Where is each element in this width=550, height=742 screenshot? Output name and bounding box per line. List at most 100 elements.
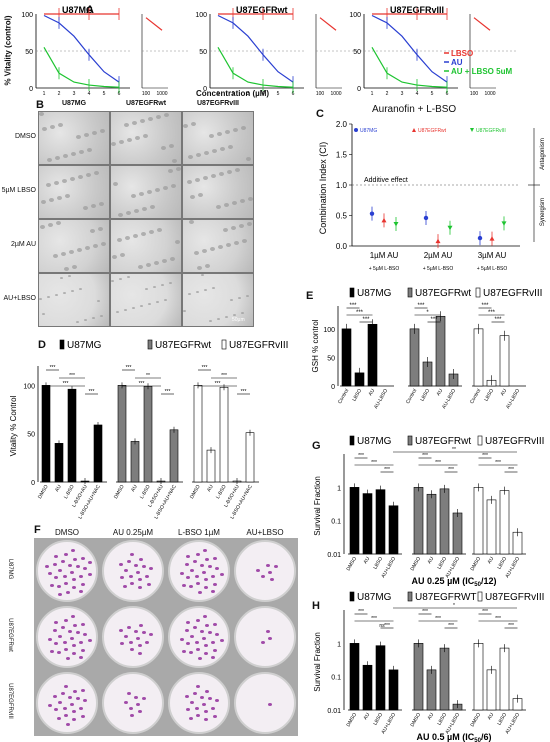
panel-d-sig-2-2: *** [215, 381, 221, 387]
panel-a-ytick-0-2: 0 [29, 86, 33, 93]
colony [64, 685, 69, 689]
panel-c-point-1-0 [381, 217, 387, 223]
colony [207, 631, 212, 635]
cell-blob [157, 228, 162, 232]
panel-h-sig-0-1: *** [371, 616, 377, 622]
panel-g-legend-1: U87EGFRwt [415, 436, 471, 447]
panel-a-xtickr-0-1: 1000 [156, 91, 167, 97]
cell-blob [188, 155, 193, 159]
panel-f-label: F [34, 524, 41, 536]
colony [205, 689, 210, 693]
panel-f-plate-1-1 [102, 606, 164, 668]
panel-a-xtickr-1-0: 100 [316, 91, 325, 97]
cell-blob [220, 147, 225, 151]
colony [57, 569, 62, 573]
panel-g-label: G [312, 440, 321, 452]
panel-d-xtick-1-0: DMSO [113, 484, 126, 500]
panel-a-xtick-1-4: 5 [277, 91, 280, 97]
colony [180, 572, 185, 576]
colony [139, 557, 144, 561]
panel-c-synergism: Synergism [540, 198, 546, 226]
colony [128, 640, 133, 644]
panel-g-bar-1-3 [452, 512, 463, 555]
panel-a-ytick-1-2: 0 [203, 86, 207, 93]
panel-d-sig-1-1: ** [146, 373, 150, 379]
panel-h-bar-2-2 [499, 647, 510, 711]
colony [80, 623, 85, 626]
colony [212, 623, 217, 626]
cell-blob [57, 196, 62, 200]
colony [49, 583, 54, 587]
panel-e-xtick-2-1: LBSO [483, 388, 495, 403]
colony [123, 701, 128, 705]
panel-e-bar-1-0 [409, 328, 420, 387]
cell-blob [42, 127, 47, 131]
colony [123, 585, 128, 589]
colony [48, 572, 53, 576]
panel-a-xtickr-2-0: 100 [470, 91, 479, 97]
colony [199, 629, 204, 633]
cell-blob [79, 150, 84, 154]
colony [57, 717, 62, 721]
cell-blob [248, 197, 253, 201]
cell-blob [42, 313, 45, 315]
cell-blob [142, 207, 147, 211]
panel-f-plate-1-2 [168, 606, 230, 668]
colony [186, 642, 191, 646]
cell-blob [149, 230, 154, 234]
panel-g-ytick-1: 0.1 [331, 519, 341, 526]
panel-d-xtick-1-2: L-BSO [139, 484, 152, 500]
colony [66, 723, 71, 727]
panel-h-legend-1: U87EGFRWT [415, 592, 477, 603]
colony [73, 689, 78, 693]
panel-a-legend-0: LBSO [451, 49, 473, 58]
colony [45, 564, 50, 568]
panel-c-legend-0: U87MG [360, 128, 377, 134]
cell-blob [41, 200, 46, 204]
panel-h-ytick-2: 0.01 [327, 708, 341, 715]
panel-b-col-0: U87MG [61, 100, 87, 107]
panel-e-sig-1-2: *** [430, 317, 438, 323]
colony [71, 615, 76, 619]
cell-blob [189, 220, 194, 224]
cell-blob [203, 176, 208, 180]
panel-h-caption-main: AU 0.5 µM (IC [417, 732, 475, 742]
panel-h-legend-swatch-1 [407, 591, 413, 602]
colony [181, 649, 186, 653]
cell-blob [140, 305, 143, 307]
panel-g-xtick-0-1: AU [363, 556, 372, 565]
colony [53, 563, 58, 567]
panel-d-xtick-0-0: DMSO [37, 484, 50, 500]
colony [204, 577, 209, 581]
cell-blob [93, 244, 98, 248]
colony [54, 642, 59, 646]
panel-e-bar-2-2 [499, 335, 510, 387]
panel-h-xtick-2-0: DMSO [470, 712, 483, 728]
panel-e-chart: U87MG U87EGFRwt U87EGFRvIII 100 50 0 GSH % con… [311, 287, 542, 410]
panel-b-row-2: 2µM AU [10, 241, 36, 248]
colony [199, 563, 204, 567]
cell-blob [61, 252, 66, 256]
panel-b-image-1-0 [38, 165, 110, 219]
cell-blob [127, 276, 130, 278]
cell-blob [100, 315, 103, 317]
panel-c-group-1: 2µM AU [424, 251, 453, 260]
panel-g-sig-0-0: *** [358, 453, 364, 459]
colony [185, 695, 190, 699]
colony [61, 626, 66, 630]
colony [189, 635, 194, 639]
colony [57, 701, 62, 705]
cell-blob [217, 132, 222, 136]
cell-blob [212, 287, 215, 289]
panel-a-series-1-1 [217, 14, 294, 83]
panel-d-chart: U87MG U87EGFRwt U87EGFRvIII 100 50 0 Vitality … [9, 339, 288, 520]
cell-blob [111, 142, 116, 146]
colony [145, 575, 150, 579]
colony [219, 573, 224, 577]
cell-blob [120, 253, 125, 257]
panel-d-bar-1-2 [143, 385, 153, 483]
colony [75, 631, 80, 635]
panel-e-sig-2-2: *** [494, 317, 502, 323]
panel-d-legend-1: U87EGFRwt [155, 340, 211, 351]
panel-h-xtick-0-1: AU [363, 712, 372, 721]
